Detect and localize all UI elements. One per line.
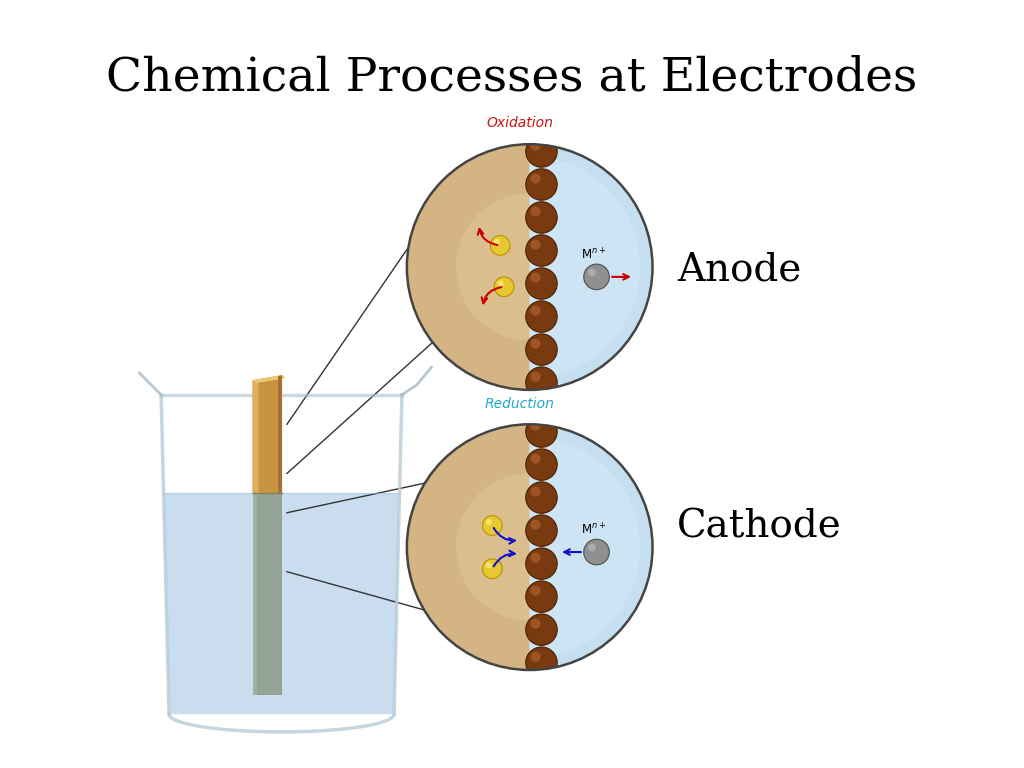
Circle shape <box>525 235 557 266</box>
Circle shape <box>525 202 557 233</box>
Circle shape <box>530 553 541 563</box>
Circle shape <box>494 239 500 245</box>
Circle shape <box>525 268 557 300</box>
Circle shape <box>498 280 504 286</box>
Circle shape <box>530 421 541 431</box>
Wedge shape <box>529 144 652 390</box>
Circle shape <box>525 614 557 645</box>
Circle shape <box>584 539 609 564</box>
Circle shape <box>525 136 557 167</box>
Circle shape <box>525 301 557 333</box>
Circle shape <box>530 372 541 382</box>
Polygon shape <box>253 375 282 493</box>
Circle shape <box>525 482 557 513</box>
Polygon shape <box>253 493 282 694</box>
Polygon shape <box>253 380 258 493</box>
Wedge shape <box>456 194 529 341</box>
Circle shape <box>530 174 541 184</box>
Circle shape <box>530 306 541 316</box>
Circle shape <box>530 619 541 629</box>
Circle shape <box>490 236 510 255</box>
Text: Chemical Processes at Electrodes: Chemical Processes at Electrodes <box>106 55 918 100</box>
Circle shape <box>525 367 557 399</box>
Circle shape <box>525 647 557 678</box>
Circle shape <box>530 652 541 662</box>
Circle shape <box>525 449 557 480</box>
Polygon shape <box>164 493 399 714</box>
Circle shape <box>530 141 541 151</box>
Polygon shape <box>279 375 282 493</box>
Wedge shape <box>407 144 529 390</box>
Circle shape <box>525 334 557 366</box>
Wedge shape <box>456 473 529 621</box>
Wedge shape <box>529 436 640 657</box>
Circle shape <box>588 269 596 276</box>
Circle shape <box>525 548 557 579</box>
Circle shape <box>530 520 541 530</box>
Text: Reduction: Reduction <box>485 396 555 411</box>
Circle shape <box>530 487 541 497</box>
Circle shape <box>525 415 557 447</box>
Text: Cathode: Cathode <box>677 509 842 546</box>
Polygon shape <box>253 493 257 694</box>
Circle shape <box>486 519 492 525</box>
Circle shape <box>530 207 541 217</box>
Wedge shape <box>529 424 652 670</box>
Circle shape <box>584 264 609 290</box>
Circle shape <box>495 277 514 296</box>
Polygon shape <box>253 375 286 383</box>
Text: Oxidation: Oxidation <box>486 117 553 131</box>
Circle shape <box>530 454 541 464</box>
Circle shape <box>530 339 541 349</box>
Text: Anode: Anode <box>677 251 802 289</box>
Circle shape <box>486 562 492 568</box>
Wedge shape <box>407 424 529 670</box>
Circle shape <box>530 586 541 596</box>
Wedge shape <box>529 157 640 378</box>
Circle shape <box>525 581 557 612</box>
Text: M$^{n+}$: M$^{n+}$ <box>581 247 606 263</box>
Circle shape <box>530 240 541 250</box>
Circle shape <box>482 515 502 535</box>
Circle shape <box>588 544 596 551</box>
Circle shape <box>525 515 557 546</box>
Circle shape <box>530 273 541 283</box>
Text: M$^{n+}$: M$^{n+}$ <box>581 523 606 538</box>
Circle shape <box>525 169 557 200</box>
Circle shape <box>482 559 502 578</box>
